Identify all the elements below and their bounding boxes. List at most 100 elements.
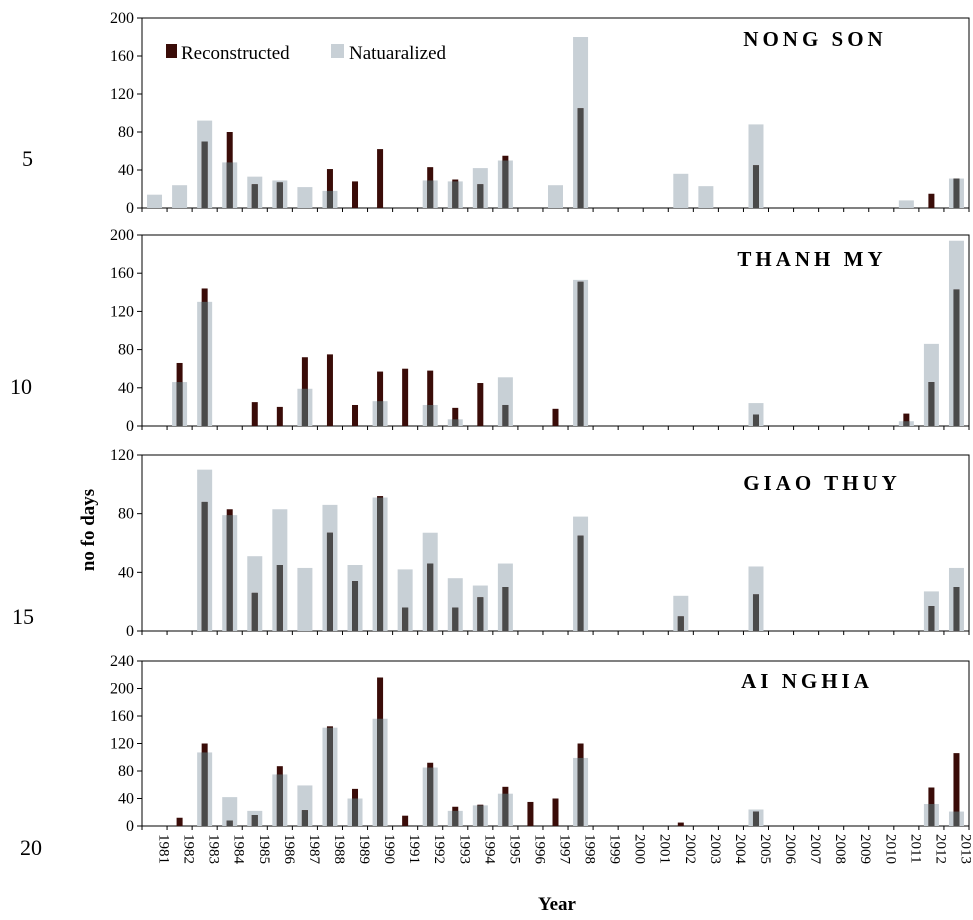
bar-reconstructed <box>377 371 384 426</box>
bar-overlap <box>953 289 960 426</box>
bar-overlap <box>352 798 359 826</box>
bar-overlap <box>201 752 208 826</box>
bar-overlap <box>928 606 935 631</box>
y-tick-label: 160 <box>110 48 134 65</box>
x-tick-label: 1984 <box>231 834 247 865</box>
bar-naturalized <box>898 200 914 208</box>
bar-overlap <box>928 382 935 426</box>
y-tick-label: 0 <box>126 623 134 640</box>
legend-label-naturalized: Natuaralized <box>349 43 447 64</box>
x-tick-label: 2002 <box>682 834 698 864</box>
bar-overlap <box>377 718 384 826</box>
bar-overlap <box>226 515 233 631</box>
x-tick-label: 1993 <box>456 834 472 864</box>
bar-overlap <box>577 281 584 426</box>
bar-overlap <box>352 581 359 631</box>
bar-overlap <box>502 587 509 631</box>
bar-overlap <box>226 820 233 826</box>
bar-reconstructed <box>377 149 384 208</box>
y-tick-label: 40 <box>118 564 134 581</box>
bar-naturalized <box>447 578 463 631</box>
bar-overlap <box>577 108 584 208</box>
bar-overlap <box>928 804 935 826</box>
y-tick-label: 40 <box>118 162 134 179</box>
bar-naturalized <box>673 173 689 208</box>
bar-reconstructed <box>176 817 183 826</box>
bar-reconstructed <box>276 406 283 426</box>
bar-overlap <box>502 160 509 208</box>
y-tick-label: 0 <box>126 200 134 217</box>
bar-overlap <box>953 587 960 631</box>
bar-overlap <box>452 419 459 426</box>
bar-overlap <box>677 616 684 631</box>
line-number: 10 <box>10 374 32 399</box>
bar-overlap <box>427 767 434 826</box>
bar-reconstructed <box>352 404 359 426</box>
x-tick-label: 2011 <box>907 834 923 863</box>
bar-overlap <box>176 382 183 426</box>
bar-overlap <box>201 141 208 208</box>
chart-panel-4: 0 40 80 120 160 200 240 AI NGHIA 1981 1982 1983 198… <box>110 653 973 865</box>
legend-swatch-reconstructed <box>166 44 177 58</box>
bar-overlap <box>326 190 333 208</box>
bar-overlap <box>452 607 459 631</box>
chart-panel-2: 0 40 80 120 160 200 THANH MY <box>110 227 970 435</box>
bar-overlap <box>301 388 308 426</box>
bar-overlap <box>427 563 434 631</box>
panel-title: NONG SON <box>743 27 886 51</box>
y-tick-label: 40 <box>118 791 134 808</box>
x-tick-label: 1999 <box>607 834 623 864</box>
y-tick-label: 200 <box>110 227 134 244</box>
x-axis-label: Year <box>538 894 577 915</box>
x-tick-label: 1982 <box>181 834 197 864</box>
bar-overlap <box>953 811 960 826</box>
bar-overlap <box>377 497 384 631</box>
y-tick-label: 120 <box>110 736 134 753</box>
bar-naturalized <box>147 194 163 208</box>
bar-overlap <box>251 815 258 826</box>
x-tick-label: 1997 <box>557 834 573 865</box>
bar-naturalized <box>297 187 313 208</box>
x-tick-label: 2008 <box>832 834 848 864</box>
bar-overlap <box>577 757 584 826</box>
bar-reconstructed <box>953 753 960 826</box>
y-tick-label: 120 <box>110 86 134 103</box>
bar-overlap <box>752 811 759 826</box>
x-tick-label: 1983 <box>206 834 222 864</box>
bar-overlap <box>577 535 584 631</box>
bar-overlap <box>201 501 208 631</box>
bar-reconstructed <box>477 383 484 426</box>
bar-reconstructed <box>677 822 684 826</box>
x-tick-label: 1986 <box>281 834 297 865</box>
bar-overlap <box>752 414 759 426</box>
bar-reconstructed <box>527 801 534 826</box>
x-tick-label: 2009 <box>857 834 873 864</box>
bar-overlap <box>276 774 283 826</box>
panel-title: THANH MY <box>737 247 886 271</box>
x-tick-label: 2013 <box>957 834 973 864</box>
chart-panel-3: 0 40 80 120 GIAO THUY <box>110 447 970 640</box>
line-number: 15 <box>12 604 34 629</box>
x-tick-label: 1989 <box>356 834 372 864</box>
bar-overlap <box>276 565 283 631</box>
x-tick-label: 1990 <box>381 834 397 864</box>
legend-swatch-naturalized <box>331 44 344 58</box>
y-tick-label: 40 <box>118 380 134 397</box>
y-tick-label: 0 <box>126 818 134 835</box>
y-tick-label: 120 <box>110 303 134 320</box>
y-tick-label: 160 <box>110 265 134 282</box>
y-tick-label: 200 <box>110 681 134 698</box>
y-tick-label: 160 <box>110 708 134 725</box>
bar-reconstructed <box>552 408 559 426</box>
bar-overlap <box>377 401 384 426</box>
x-tick-label: 2012 <box>932 834 948 864</box>
bar-reconstructed <box>452 407 459 426</box>
x-tick-label: 2005 <box>757 834 773 864</box>
bar-overlap <box>326 532 333 631</box>
y-tick-label: 80 <box>118 342 134 359</box>
bar-reconstructed <box>326 169 333 208</box>
x-tick-label: 1996 <box>531 834 547 865</box>
x-tick-label: 2007 <box>807 834 823 865</box>
bar-reconstructed <box>427 370 434 426</box>
bar-reconstructed <box>251 402 258 426</box>
